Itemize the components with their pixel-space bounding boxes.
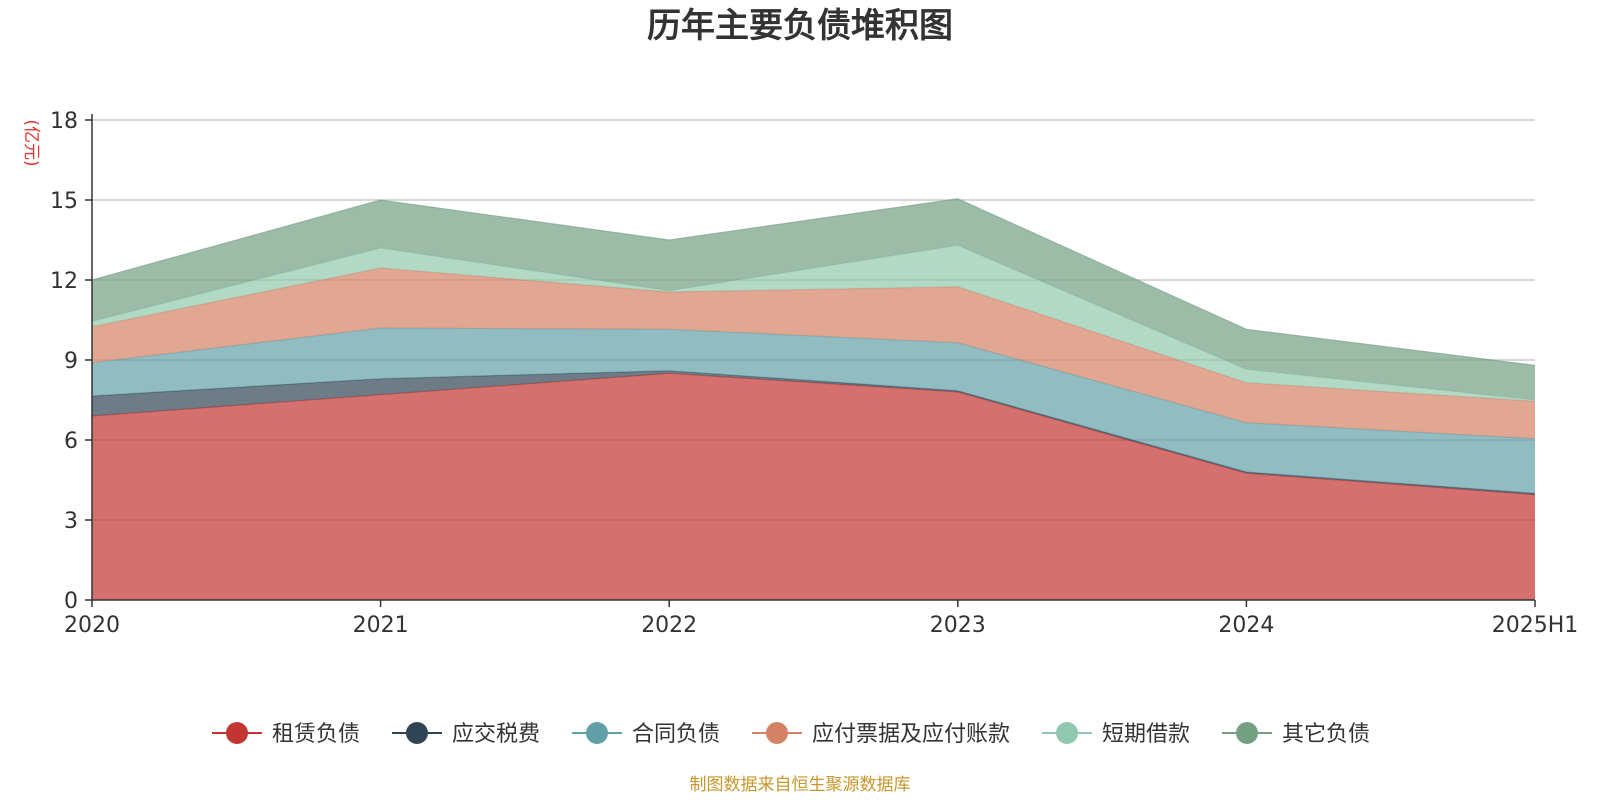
y-tick-label: 12 xyxy=(50,269,78,294)
legend-label: 应付票据及应付账款 xyxy=(812,722,1010,747)
legend-label: 应交税费 xyxy=(452,722,540,747)
y-tick-label: 6 xyxy=(64,429,78,454)
legend-marker xyxy=(586,722,608,744)
legend-label: 租赁负债 xyxy=(272,722,360,747)
x-tick-label: 2020 xyxy=(64,613,120,638)
legend-marker xyxy=(226,722,248,744)
y-tick-label: 3 xyxy=(64,509,78,534)
y-tick-label: 9 xyxy=(64,349,78,374)
series-area-3 xyxy=(92,268,1535,439)
x-tick-label: 2021 xyxy=(353,613,409,638)
y-axis-unit-label: (亿元) xyxy=(21,119,41,166)
legend-marker xyxy=(1236,722,1258,744)
x-tick-label: 2025H1 xyxy=(1492,613,1579,638)
chart-title: 历年主要负债堆积图 xyxy=(647,6,953,46)
axes: 0 3 6 9 12 15 18 2020 2021 2022 2023 2024 2025H1 xyxy=(50,109,1578,638)
legend: 租赁负债 应交税费 合同负债 应付票据及应付账款 短期借款 其它负债 xyxy=(212,722,1370,747)
x-tick-label: 2024 xyxy=(1218,613,1274,638)
area-series-group xyxy=(91,198,1536,600)
series-line-5 xyxy=(91,198,1536,366)
legend-marker xyxy=(406,722,428,744)
series-area-0 xyxy=(92,373,1535,600)
source-note: 制图数据来自恒生聚源数据库 xyxy=(690,775,911,795)
legend-item[interactable]: 应付票据及应付账款 xyxy=(752,722,1010,747)
legend-label: 短期借款 xyxy=(1102,722,1190,747)
y-tick-label: 15 xyxy=(50,189,78,214)
x-tick-label: 2023 xyxy=(930,613,986,638)
x-tick-label: 2022 xyxy=(641,613,697,638)
y-tick-label: 18 xyxy=(50,109,78,134)
legend-label: 其它负债 xyxy=(1282,722,1370,747)
legend-item[interactable]: 短期借款 xyxy=(1042,722,1190,747)
series-area-2 xyxy=(92,328,1535,494)
legend-marker xyxy=(1056,722,1078,744)
legend-item[interactable]: 应交税费 xyxy=(392,722,540,747)
legend-item[interactable]: 合同负债 xyxy=(572,722,720,747)
series-area-5 xyxy=(92,198,1535,400)
legend-label: 合同负债 xyxy=(632,722,720,747)
y-tick-label: 0 xyxy=(64,589,78,614)
legend-marker xyxy=(766,722,788,744)
legend-item[interactable]: 租赁负债 xyxy=(212,722,360,747)
series-area-4 xyxy=(92,245,1535,402)
legend-item[interactable]: 其它负债 xyxy=(1222,722,1370,747)
